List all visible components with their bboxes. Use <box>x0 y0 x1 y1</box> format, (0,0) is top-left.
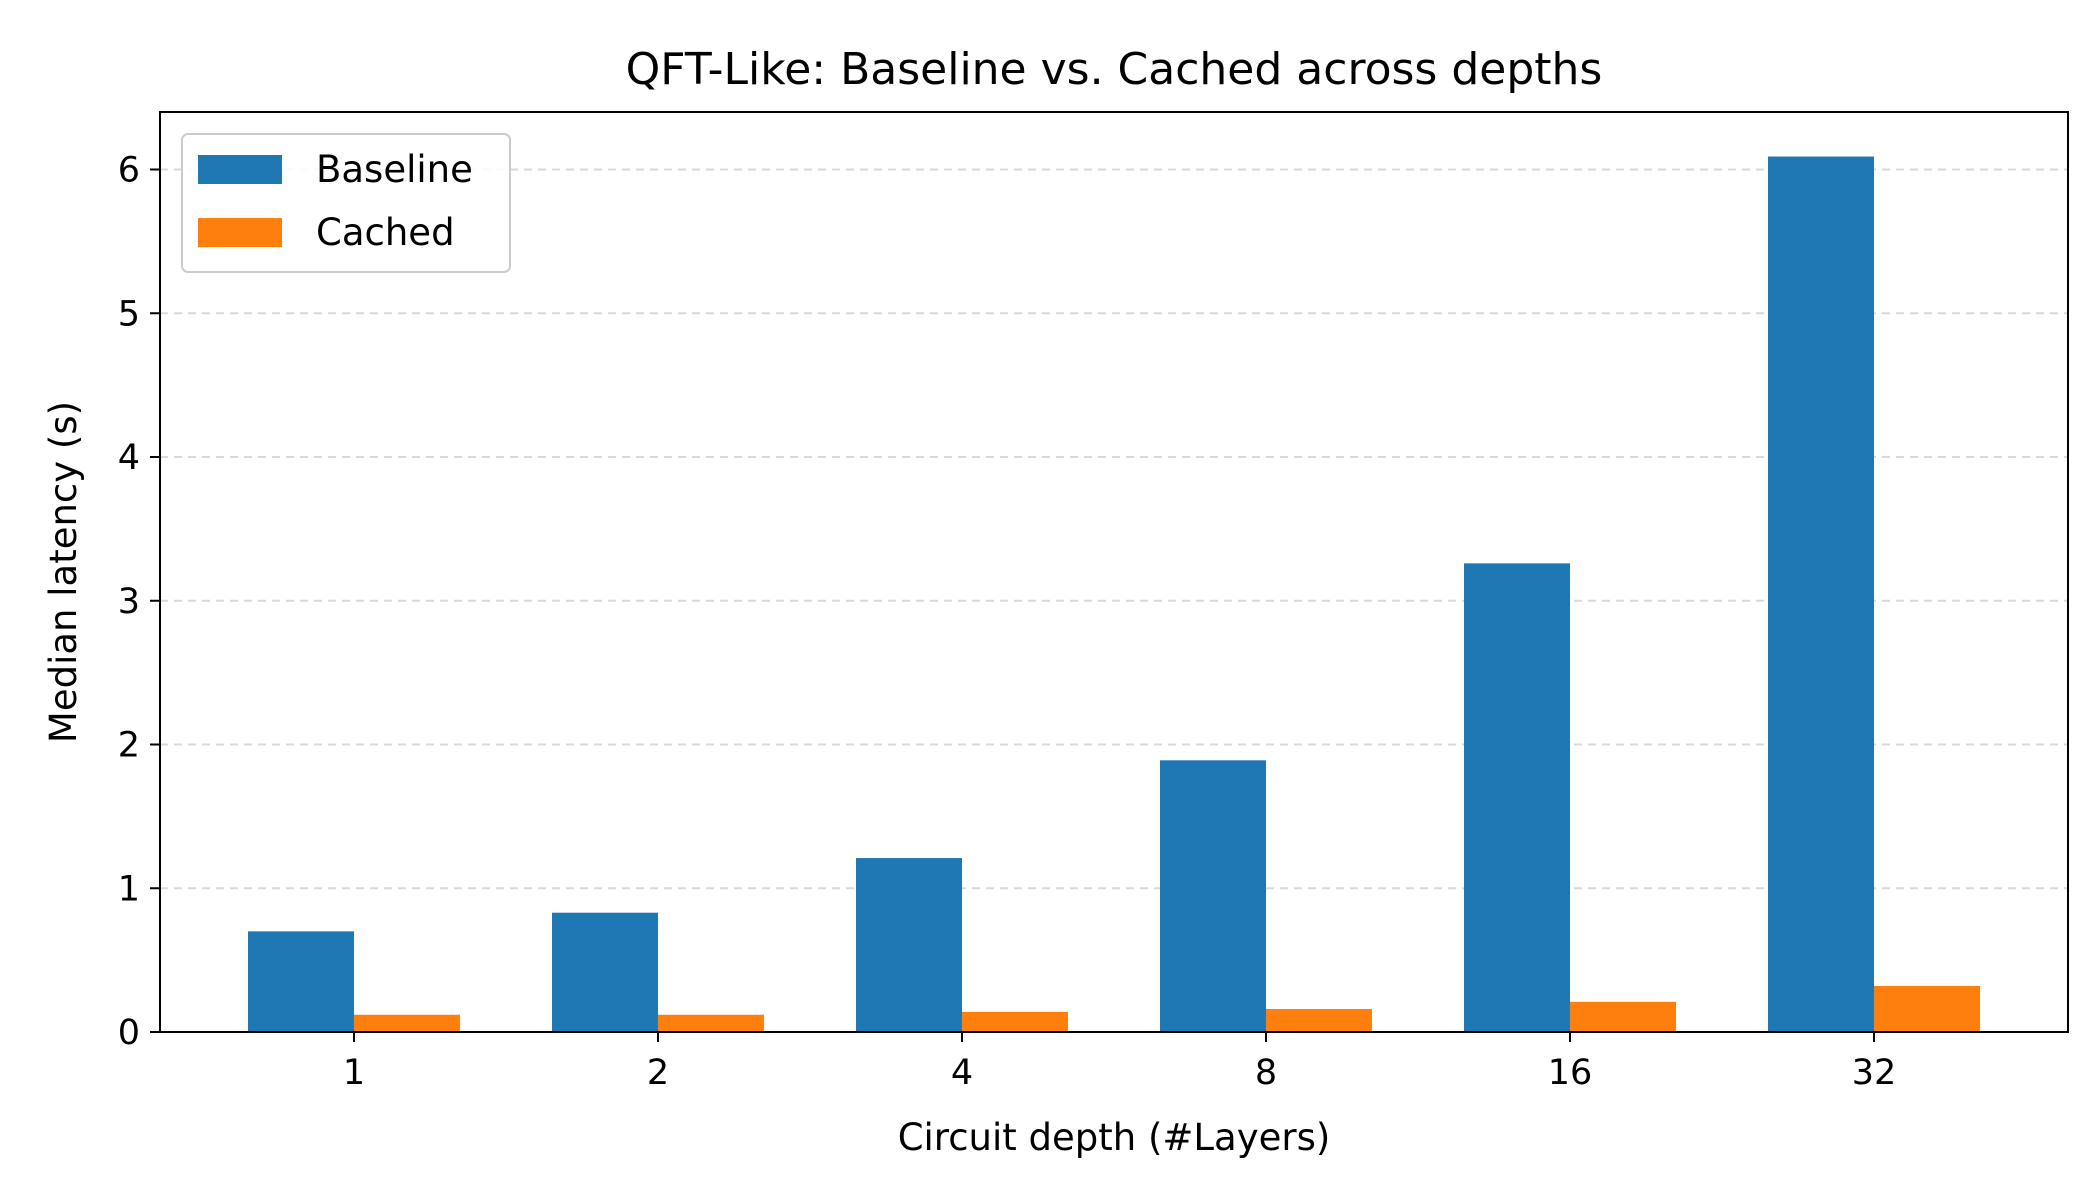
y-tick-label: 3 <box>118 582 140 622</box>
bar-cached-1 <box>354 1014 460 1032</box>
bars <box>248 156 1980 1032</box>
x-tick-label: 1 <box>343 1053 365 1093</box>
bar-cached-32 <box>1874 986 1980 1032</box>
x-axis-ticks: 1 2 4 8 16 32 <box>343 1032 1896 1093</box>
grid-lines <box>160 168 2068 890</box>
bar-baseline-4 <box>856 858 962 1032</box>
legend: Baseline Cached <box>181 133 511 273</box>
x-tick-label: 32 <box>1852 1053 1897 1093</box>
legend-swatch-baseline <box>198 155 282 184</box>
y-axis-ticks: 0 1 2 3 4 5 6 <box>118 151 160 1053</box>
x-tick-label: 4 <box>951 1053 973 1093</box>
x-axis-label: Circuit depth (#Layers) <box>898 1116 1331 1159</box>
y-tick-label: 0 <box>118 1013 140 1053</box>
legend-label-cached: Cached <box>316 211 455 254</box>
bar-baseline-1 <box>248 931 354 1032</box>
legend-label-baseline: Baseline <box>316 148 473 191</box>
y-tick-label: 1 <box>118 869 140 909</box>
chart-title: QFT-Like: Baseline vs. Cached across dep… <box>626 44 1603 95</box>
bar-baseline-32 <box>1768 156 1874 1032</box>
bar-cached-16 <box>1570 1001 1676 1032</box>
y-tick-label: 5 <box>118 294 140 334</box>
plot-frame <box>159 111 2069 1033</box>
y-tick-label: 6 <box>118 151 140 191</box>
legend-swatch-cached <box>198 218 282 247</box>
bar-baseline-16 <box>1464 563 1570 1032</box>
bar-cached-8 <box>1266 1009 1372 1032</box>
y-tick-label: 4 <box>118 438 140 478</box>
bar-baseline-2 <box>552 912 658 1032</box>
x-tick-label: 16 <box>1548 1053 1593 1093</box>
x-tick-label: 8 <box>1255 1053 1277 1093</box>
x-tick-label: 2 <box>647 1053 669 1093</box>
y-tick-label: 2 <box>118 726 140 766</box>
bar-baseline-8 <box>1160 760 1266 1032</box>
y-axis-label: Median latency (s) <box>42 401 85 743</box>
bar-cached-4 <box>962 1011 1068 1032</box>
bar-cached-2 <box>658 1014 764 1032</box>
